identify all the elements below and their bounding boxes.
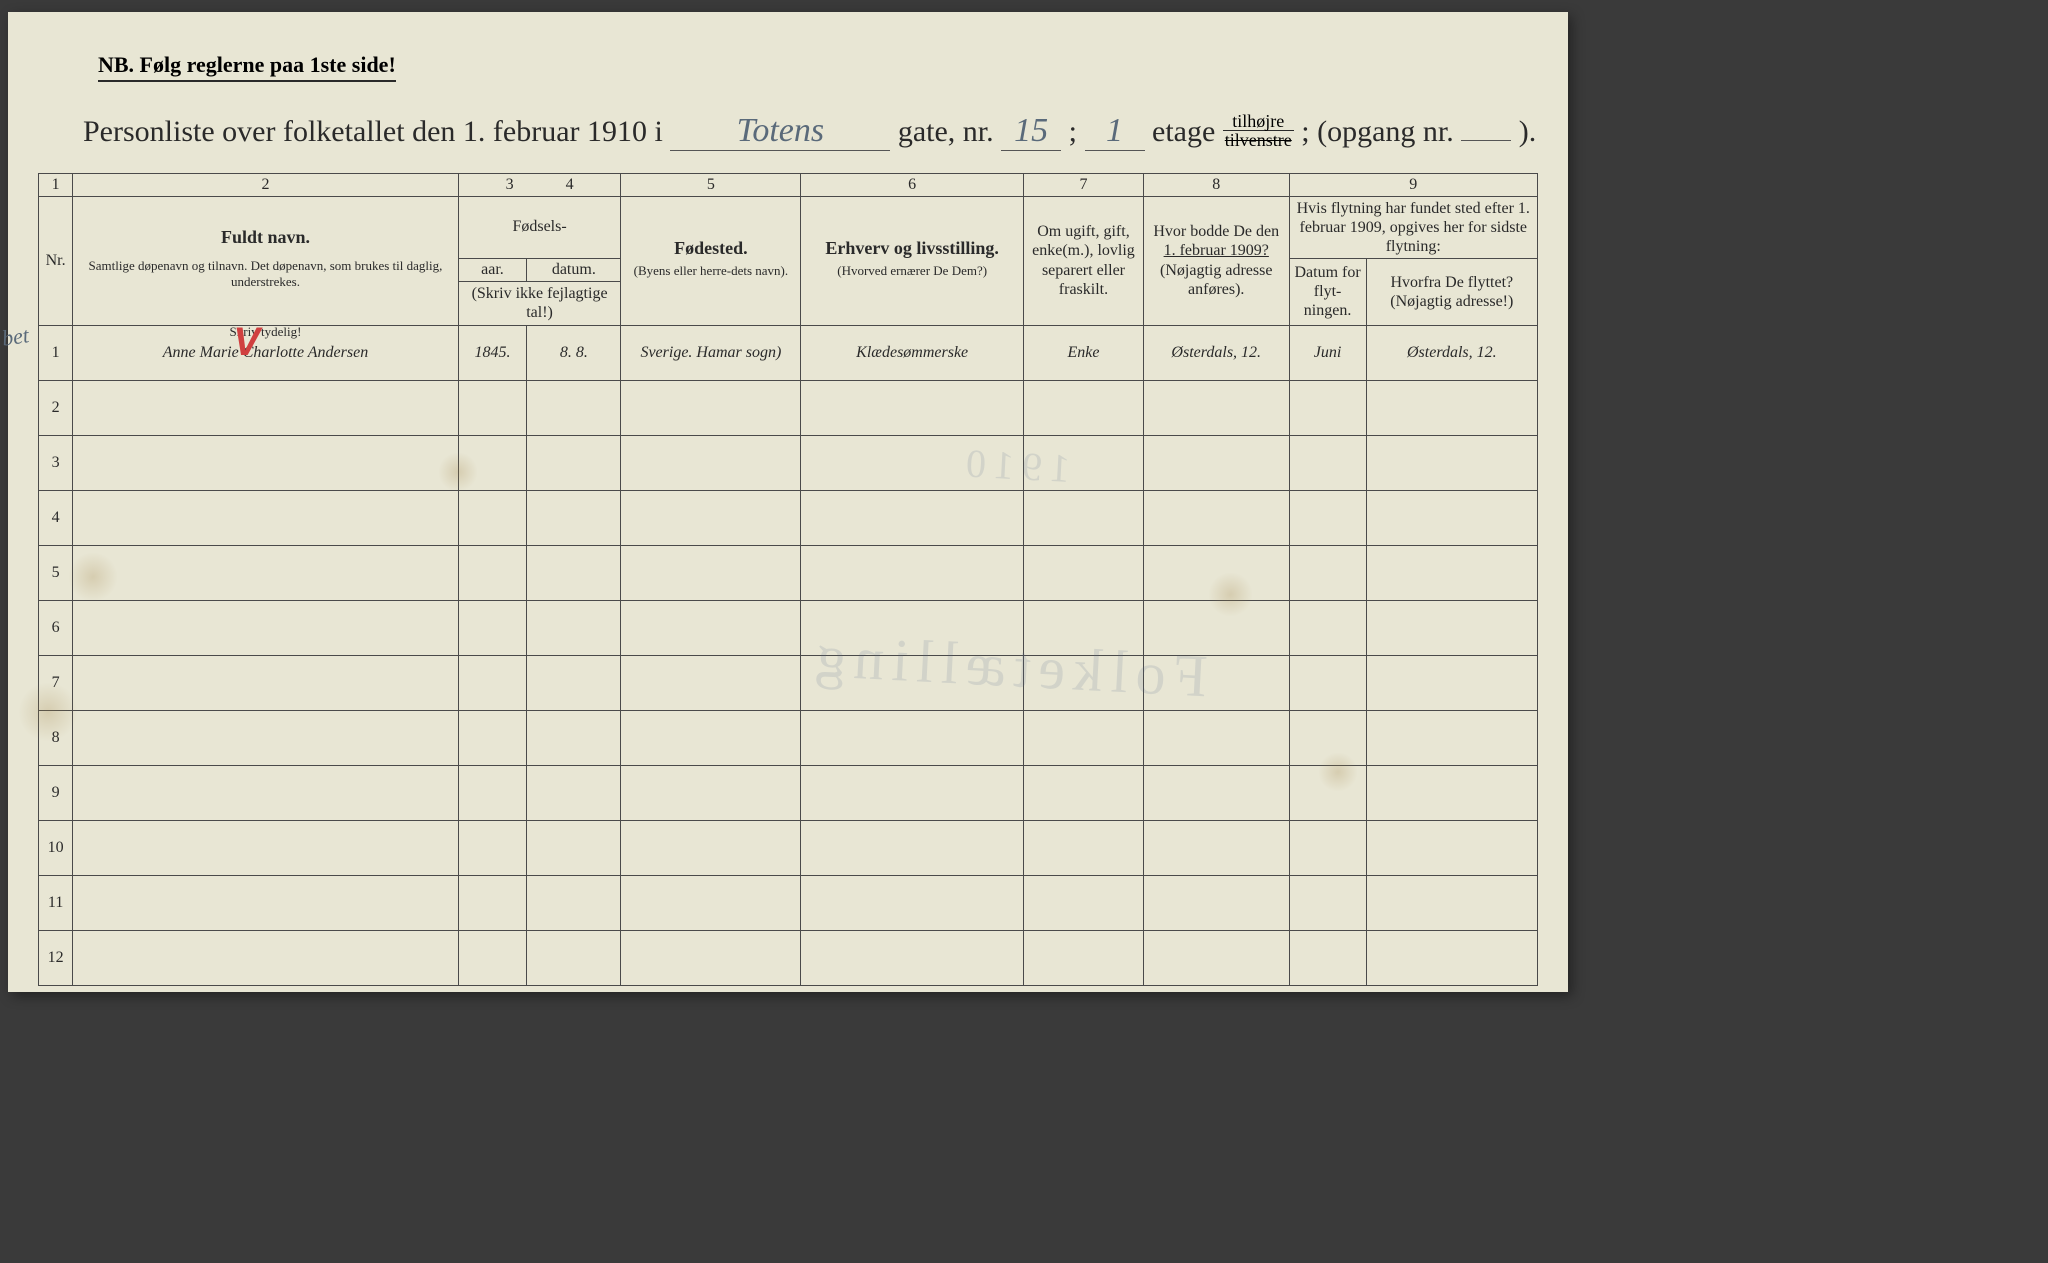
colnum-9: 9 <box>1289 173 1537 196</box>
census-body: 1 Skriv tydelig! V Anne Marie Charlotte … <box>39 325 1538 985</box>
hdr-fodsels-sub: (Skriv ikke fejlagtige tal!) <box>458 282 621 325</box>
table-row: 10 <box>39 820 1538 875</box>
rownum: 11 <box>39 875 73 930</box>
colnum-6: 6 <box>801 173 1024 196</box>
hdr-hvorfra-main: Hvorfra De flyttet? <box>1391 274 1514 291</box>
table-row: 4 <box>39 490 1538 545</box>
hdr-navn-sub: Samtlige døpenavn og tilnavn. Det døpena… <box>77 254 453 293</box>
hdr-fodested-sub: (Byens eller herre-dets navn). <box>625 259 796 283</box>
table-row: 8 <box>39 710 1538 765</box>
navn-hw: Anne Marie Charlotte Andersen <box>163 344 368 361</box>
colnum-2: 2 <box>73 173 458 196</box>
cell-aar-1: 1845. <box>458 325 527 380</box>
gate-nr-hw: 15 <box>1001 112 1061 151</box>
hdr-nr: Nr. <box>39 196 73 325</box>
colnum-7: 7 <box>1024 173 1144 196</box>
etage-hw: 1 <box>1085 112 1145 151</box>
hdr-aar: aar. <box>458 259 527 282</box>
cell-flytdat-1: Juni <box>1289 325 1366 380</box>
cell-datum-1: 8. 8. <box>527 325 621 380</box>
census-table: 1 2 3 4 5 6 7 8 9 Nr. Fuldt navn. Samtli… <box>38 173 1538 986</box>
rownum: 5 <box>39 545 73 600</box>
hdr-bodde-1: Hvor bodde De den <box>1153 223 1279 240</box>
hdr-ugift: Om ugift, gift, enke(m.), lovlig separer… <box>1024 196 1144 325</box>
side-fraction: tilhøjre tilvenstre <box>1223 112 1294 149</box>
colnum-1: 1 <box>39 173 73 196</box>
cell-fodested-1: Sverige. Hamar sogn) <box>621 325 801 380</box>
hdr-bodde: Hvor bodde De den 1. februar 1909? (Nøja… <box>1143 196 1289 325</box>
header-row-1: Nr. Fuldt navn. Samtlige døpenavn og til… <box>39 196 1538 259</box>
fraction-top: tilhøjre <box>1223 112 1294 131</box>
hdr-fodested: Fødested. (Byens eller herre-dets navn). <box>621 196 801 325</box>
cell-ugift-1: Enke <box>1024 325 1144 380</box>
red-checkmark: V <box>233 320 260 365</box>
rownum: 9 <box>39 765 73 820</box>
nb-instruction: NB. Følg reglerne paa 1ste side! <box>98 52 396 82</box>
table-row: 9 <box>39 765 1538 820</box>
fraction-bot: tilvenstre <box>1223 131 1294 149</box>
hdr-erhverv-bold: Erhverv og livsstilling. <box>805 238 1019 259</box>
hdr-flytning: Hvis flytning har fundet sted efter 1. f… <box>1289 196 1537 259</box>
table-row-1: 1 Skriv tydelig! V Anne Marie Charlotte … <box>39 325 1538 380</box>
colnum-5: 5 <box>621 173 801 196</box>
skriv-tydelig: Skriv tydelig! <box>73 324 457 340</box>
table-row: 7 <box>39 655 1538 710</box>
title-line: Personliste over folketallet den 1. febr… <box>83 112 1538 153</box>
rownum: 10 <box>39 820 73 875</box>
closing-paren: ). <box>1519 115 1537 148</box>
table-row: 6 <box>39 600 1538 655</box>
table-row: 2 <box>39 380 1538 435</box>
hdr-erhverv: Erhverv og livsstilling. (Hvorved ernære… <box>801 196 1024 325</box>
table-row: 12 <box>39 930 1538 985</box>
cell-hvorfra-1: Østerdals, 12. <box>1366 325 1537 380</box>
opgang-label: ; (opgang nr. <box>1301 115 1453 148</box>
colnum-8: 8 <box>1143 173 1289 196</box>
semicolon: ; <box>1069 115 1077 148</box>
hdr-erhverv-sub: (Hvorved ernærer De Dem?) <box>805 259 1019 283</box>
hdr-hvorfra: Hvorfra De flyttet? (Nøjagtig adresse!) <box>1366 259 1537 325</box>
rownum: 8 <box>39 710 73 765</box>
hdr-navn: Fuldt navn. Samtlige døpenavn og tilnavn… <box>73 196 458 325</box>
hdr-fodsels: Fødsels- <box>458 196 621 259</box>
hdr-datum: datum. <box>527 259 621 282</box>
title-prefix: Personliste over folketallet den 1. febr… <box>83 115 663 148</box>
opgang-hw <box>1461 140 1511 141</box>
colnum-34: 3 4 <box>458 173 621 196</box>
gate-label: gate, nr. <box>898 115 994 148</box>
rownum-1: 1 <box>39 325 73 380</box>
rownum: 4 <box>39 490 73 545</box>
street-name-hw: Totens <box>670 112 890 151</box>
hdr-fodested-bold: Fødested. <box>625 238 796 259</box>
cell-navn-1: Skriv tydelig! V Anne Marie Charlotte An… <box>73 325 458 380</box>
cell-erhverv-1: Klædesømmerske <box>801 325 1024 380</box>
margin-annotation: bet <box>0 322 30 351</box>
hdr-bodde-date: 1. februar 1909? <box>1164 242 1269 259</box>
table-row: 11 <box>39 875 1538 930</box>
table-row: 3 <box>39 435 1538 490</box>
column-number-row: 1 2 3 4 5 6 7 8 9 <box>39 173 1538 196</box>
hdr-hvorfra-sub: (Nøjagtig adresse!) <box>1390 293 1513 310</box>
etage-label: etage <box>1152 115 1215 148</box>
table-row: 5 <box>39 545 1538 600</box>
hdr-datum-flyt: Datum for flyt-ningen. <box>1289 259 1366 325</box>
rownum: 7 <box>39 655 73 710</box>
hdr-bodde-sub: (Nøjagtig adresse anføres). <box>1160 262 1272 298</box>
census-form-paper: NB. Følg reglerne paa 1ste side! Personl… <box>8 12 1568 992</box>
rownum: 3 <box>39 435 73 490</box>
cell-bodde-1: Østerdals, 12. <box>1143 325 1289 380</box>
rownum: 2 <box>39 380 73 435</box>
hdr-navn-bold: Fuldt navn. <box>77 227 453 248</box>
rownum: 12 <box>39 930 73 985</box>
rownum: 6 <box>39 600 73 655</box>
